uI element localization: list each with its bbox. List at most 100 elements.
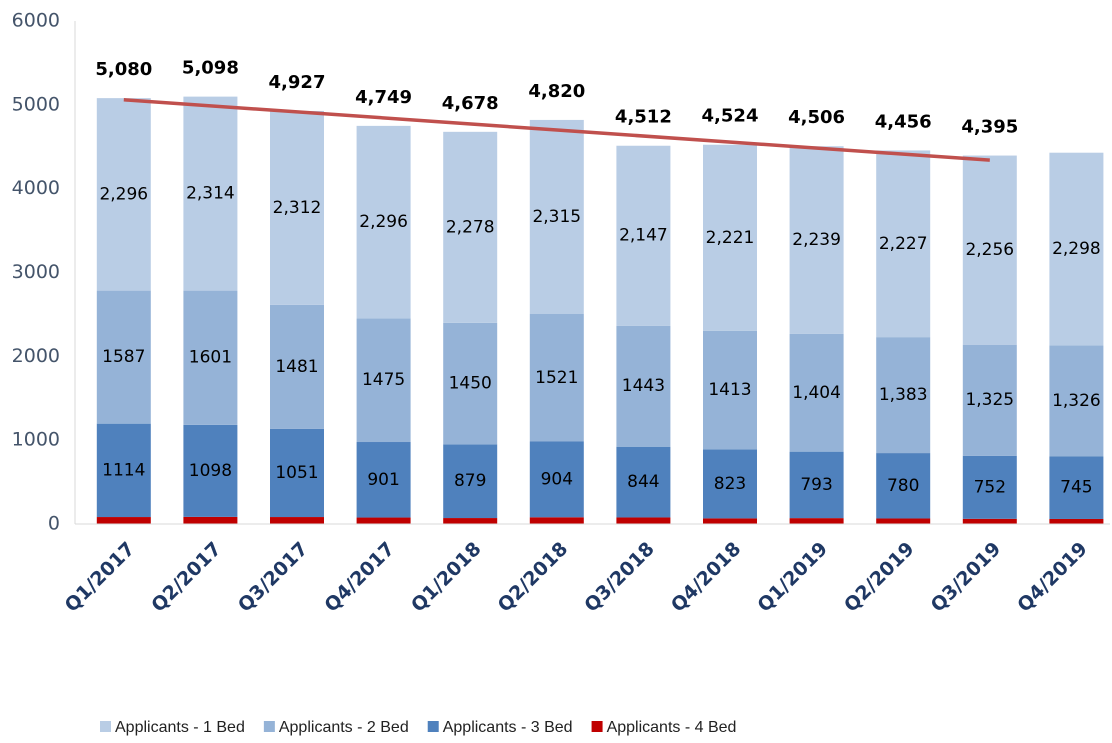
data-label: 844 — [627, 472, 659, 492]
data-label: 1587 — [102, 347, 145, 367]
bar-segment — [96, 517, 151, 524]
data-label: 901 — [367, 470, 399, 490]
x-tick-label: Q2/2018 — [494, 538, 573, 617]
x-tick: Q4/2017 — [320, 538, 399, 617]
bar-segment — [1049, 456, 1104, 519]
legend-label: Applicants - 1 Bed — [115, 719, 245, 736]
x-tick-label: Q1/2018 — [407, 538, 486, 617]
bar-segment — [529, 441, 584, 518]
bar-segment — [876, 150, 931, 338]
y-tick-label: 5000 — [12, 93, 60, 115]
bar-segment — [96, 290, 151, 424]
x-tick: Q3/2017 — [234, 538, 313, 617]
x-tick: Q4/2019 — [1013, 538, 1092, 617]
bar-segment — [1049, 152, 1104, 346]
bar-segment — [183, 424, 238, 517]
y-tick-label: 6000 — [12, 10, 60, 32]
x-tick-label: Q2/2017 — [147, 538, 226, 617]
data-label: 2,256 — [965, 240, 1014, 260]
bar-segment — [1049, 518, 1104, 524]
data-label: 2,278 — [446, 217, 495, 237]
data-label: 1098 — [189, 461, 232, 481]
bar-segment — [962, 518, 1017, 524]
data-label: 1521 — [535, 368, 578, 388]
x-tick: Q2/2017 — [147, 538, 226, 617]
bar-segment — [529, 313, 584, 442]
x-tick: Q1/2019 — [753, 538, 832, 617]
total-label: 4,506 — [788, 107, 845, 128]
data-label: 2,315 — [532, 207, 581, 227]
data-label: 1475 — [362, 370, 405, 390]
bar-segment — [703, 144, 757, 331]
bar-segment — [443, 322, 498, 445]
bar-segment — [616, 325, 671, 447]
x-tick: Q2/2018 — [494, 538, 573, 617]
bar-segment — [789, 518, 844, 524]
y-tick-label: 1000 — [12, 429, 60, 451]
bar-segment — [356, 318, 411, 443]
y-tick-label: 2000 — [12, 345, 60, 367]
legend-swatch — [427, 721, 439, 732]
bar-segment — [703, 449, 757, 519]
data-label: 1,383 — [879, 385, 928, 405]
bar-segment — [703, 330, 757, 450]
bar-segment — [789, 146, 844, 334]
x-tick: Q1/2017 — [61, 538, 140, 617]
data-label: 793 — [800, 475, 832, 495]
x-tick-label: Q3/2019 — [927, 538, 1006, 617]
data-label: 879 — [454, 471, 486, 491]
bar-segment — [270, 304, 324, 429]
legend-label: Applicants - 4 Bed — [607, 719, 737, 736]
data-label: 1601 — [189, 348, 232, 368]
x-tick-label: Q1/2017 — [61, 538, 140, 617]
x-tick: Q4/2018 — [667, 538, 746, 617]
bar-segment — [962, 455, 1017, 519]
x-tick-label: Q4/2017 — [320, 538, 399, 617]
x-tick-label: Q4/2019 — [1013, 538, 1092, 617]
data-label: 752 — [974, 477, 1006, 497]
total-label: 4,927 — [269, 72, 326, 93]
total-label: 4,820 — [528, 81, 585, 102]
legend-swatch — [100, 721, 111, 732]
bar-segment — [529, 517, 584, 524]
bar-segment — [443, 131, 498, 323]
bar-segment — [876, 337, 931, 454]
total-label: 4,678 — [442, 93, 499, 114]
x-tick: Q3/2018 — [580, 538, 659, 617]
bar-segment — [270, 517, 324, 524]
data-label: 2,298 — [1052, 239, 1101, 259]
bar-segment — [183, 290, 238, 425]
x-tick: Q1/2018 — [407, 538, 486, 617]
data-label: 904 — [541, 469, 573, 489]
bar-segment — [876, 518, 931, 524]
data-label: 1413 — [708, 380, 751, 400]
total-label: 4,524 — [702, 106, 759, 127]
bar-segment — [443, 444, 498, 519]
total-label: 5,098 — [182, 58, 239, 79]
legend-swatch — [591, 721, 603, 732]
bar-segment — [96, 423, 151, 518]
bar-segment — [962, 155, 1017, 345]
x-tick: Q3/2019 — [927, 538, 1006, 617]
bar-segment — [1049, 345, 1104, 457]
data-label: 2,227 — [879, 234, 928, 254]
total-label: 4,395 — [961, 117, 1018, 138]
bar-segment — [270, 428, 324, 518]
x-tick-label: Q3/2017 — [234, 538, 313, 617]
bar-segment — [270, 110, 324, 305]
data-label: 2,221 — [706, 228, 755, 248]
data-label: 2,296 — [359, 212, 408, 232]
data-label: 2,314 — [186, 184, 235, 204]
data-label: 2,147 — [619, 226, 668, 246]
total-label: 4,749 — [355, 87, 412, 108]
y-tick-label: 4000 — [12, 177, 60, 199]
data-label: 2,296 — [99, 184, 148, 204]
bar-segment — [616, 145, 671, 326]
bar-segment — [356, 442, 411, 518]
y-tick-label: 0 — [48, 513, 60, 535]
bar-segment — [876, 453, 931, 519]
legend-label: Applicants - 2 Bed — [279, 719, 409, 736]
data-label: 1,404 — [792, 383, 841, 403]
x-tick-label: Q3/2018 — [580, 538, 659, 617]
x-tick-label: Q1/2019 — [753, 538, 832, 617]
